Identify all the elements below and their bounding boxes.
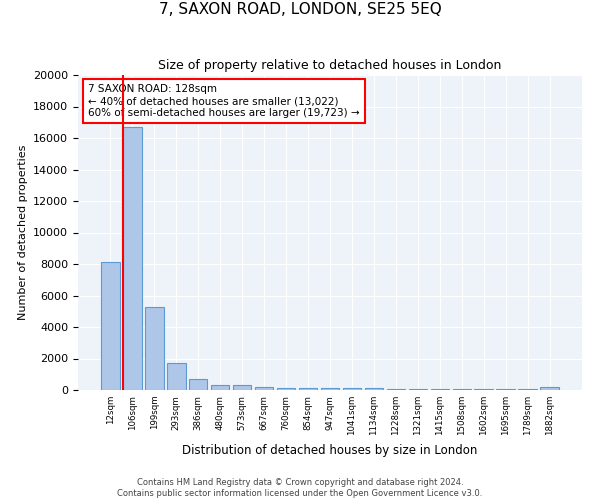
Bar: [211, 386, 229, 390]
Text: 7, SAXON ROAD, LONDON, SE25 5EQ: 7, SAXON ROAD, LONDON, SE25 5EQ: [158, 2, 442, 18]
Bar: [541, 387, 559, 390]
Bar: [320, 388, 340, 390]
Bar: [189, 379, 208, 390]
Bar: [145, 306, 164, 390]
Title: Size of property relative to detached houses in London: Size of property relative to detached ho…: [158, 60, 502, 72]
Bar: [518, 389, 537, 390]
Text: Contains HM Land Registry data © Crown copyright and database right 2024.
Contai: Contains HM Land Registry data © Crown c…: [118, 478, 482, 498]
Bar: [255, 387, 274, 390]
Bar: [123, 127, 142, 390]
Bar: [343, 388, 361, 390]
Bar: [496, 389, 515, 390]
Text: 7 SAXON ROAD: 128sqm
← 40% of detached houses are smaller (13,022)
60% of semi-d: 7 SAXON ROAD: 128sqm ← 40% of detached h…: [88, 84, 360, 117]
Bar: [233, 386, 251, 390]
Bar: [452, 388, 471, 390]
Y-axis label: Number of detached properties: Number of detached properties: [17, 145, 28, 320]
Bar: [277, 388, 295, 390]
Bar: [299, 388, 317, 390]
Bar: [365, 388, 383, 390]
Bar: [409, 388, 427, 390]
Bar: [167, 363, 185, 390]
Bar: [386, 388, 405, 390]
Bar: [431, 388, 449, 390]
X-axis label: Distribution of detached houses by size in London: Distribution of detached houses by size …: [182, 444, 478, 456]
Bar: [475, 389, 493, 390]
Bar: [101, 262, 119, 390]
